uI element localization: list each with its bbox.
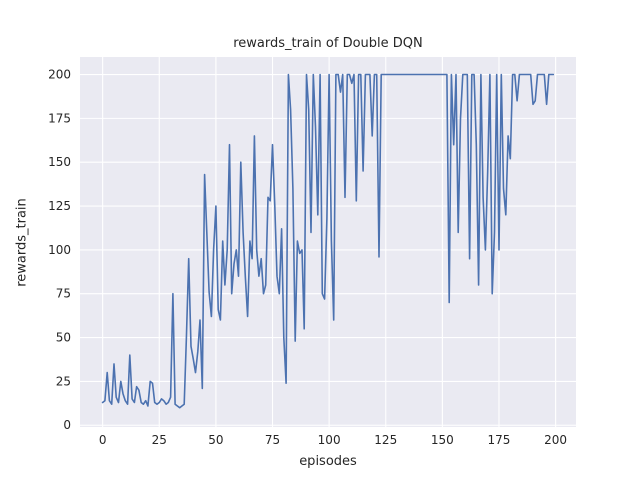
svg-text:50: 50 [208, 433, 223, 447]
svg-text:125: 125 [374, 433, 397, 447]
y-axis-label: rewards_train [14, 198, 30, 287]
svg-text:125: 125 [48, 199, 71, 213]
svg-text:200: 200 [48, 68, 71, 82]
svg-text:100: 100 [318, 433, 341, 447]
x-axis-label: episodes [299, 454, 357, 469]
svg-text:200: 200 [544, 433, 567, 447]
svg-text:50: 50 [56, 331, 71, 345]
svg-text:100: 100 [48, 243, 71, 257]
svg-text:75: 75 [265, 433, 280, 447]
svg-text:75: 75 [56, 287, 71, 301]
svg-text:150: 150 [48, 155, 71, 169]
svg-text:25: 25 [152, 433, 167, 447]
svg-text:175: 175 [48, 111, 71, 125]
svg-text:0: 0 [63, 418, 71, 432]
chart-title: rewards_train of Double DQN [233, 36, 423, 51]
svg-text:150: 150 [431, 433, 454, 447]
svg-text:25: 25 [56, 374, 71, 388]
svg-text:0: 0 [99, 433, 107, 447]
svg-text:175: 175 [488, 433, 511, 447]
